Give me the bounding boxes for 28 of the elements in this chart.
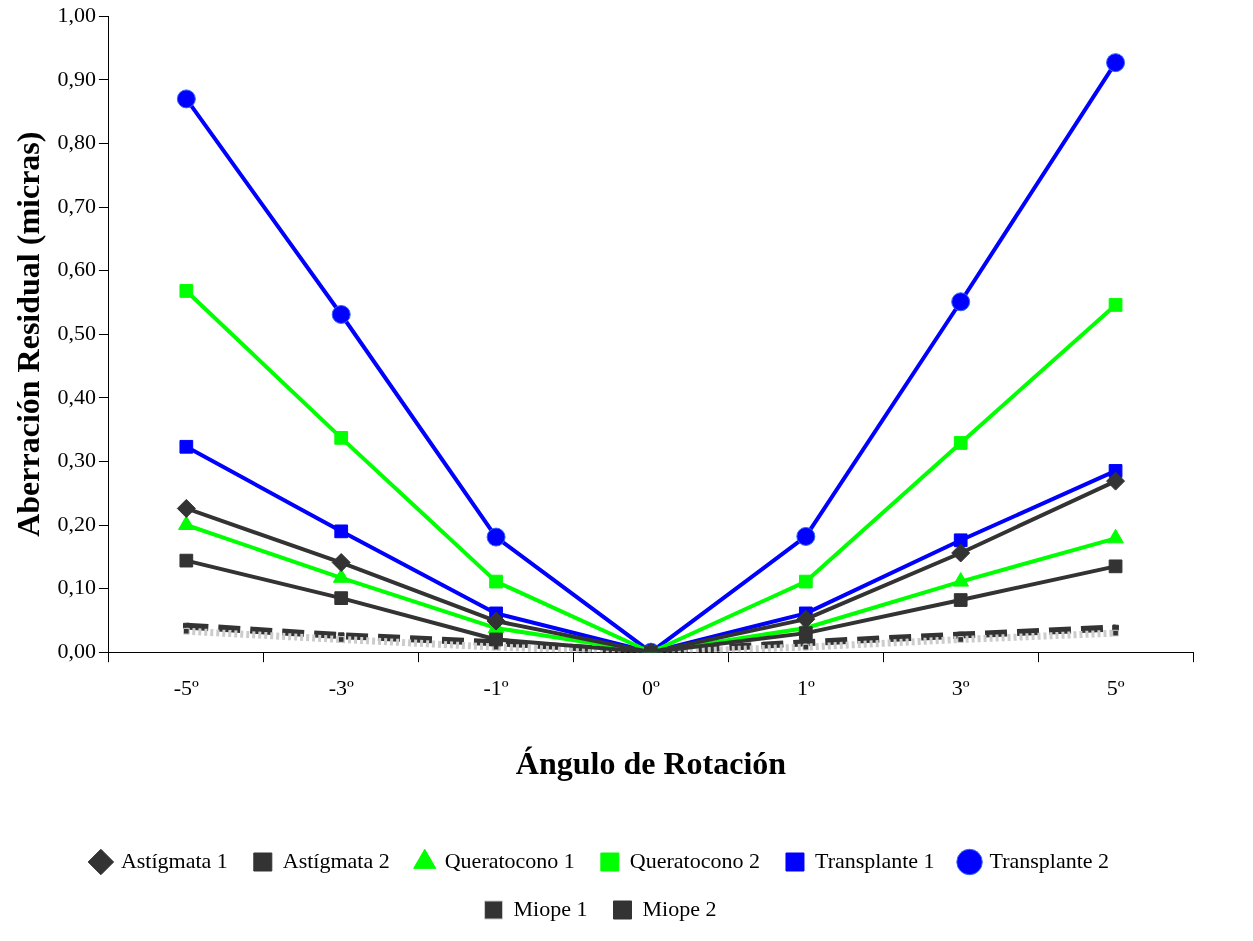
- y-tick-label: 0,60: [57, 256, 96, 282]
- y-tick-label: 0,40: [57, 383, 96, 409]
- y-tick-label: 0,30: [57, 447, 96, 473]
- y-tick-label: 0,10: [57, 574, 96, 600]
- y-tick-label: 0,80: [57, 129, 96, 155]
- legend-label: Queratocono 1: [444, 847, 575, 873]
- legend-label: Miope 2: [642, 895, 717, 921]
- x-tick-label: 0º: [642, 675, 661, 701]
- legend-label: Miope 1: [513, 895, 588, 921]
- y-tick-label: 0,00: [57, 637, 96, 663]
- y-tick-label: 0,20: [57, 510, 96, 536]
- legend-label: Astígmata 2: [282, 847, 390, 873]
- y-tick-label: 0,90: [57, 65, 96, 91]
- x-tick-label: 5º: [1106, 675, 1125, 701]
- x-tick-label: -5º: [173, 675, 200, 701]
- y-axis-title: Aberración Residual (micras): [10, 131, 47, 537]
- y-tick-label: 0,50: [57, 319, 96, 345]
- legend-label: Transplante 1: [814, 847, 935, 873]
- y-tick-label: 1,00: [57, 1, 96, 27]
- legend-label: Transplante 2: [989, 847, 1110, 873]
- x-tick-label: -3º: [328, 675, 354, 701]
- legend-label: Astígmata 1: [120, 847, 228, 873]
- x-tick-label: 1º: [796, 675, 815, 701]
- legend-label: Queratocono 2: [629, 847, 760, 873]
- x-tick-label: -1º: [483, 675, 509, 701]
- x-tick-label: 3º: [951, 675, 970, 701]
- y-tick-label: 0,70: [57, 192, 96, 218]
- x-axis-title: Ángulo de Rotación: [515, 745, 787, 782]
